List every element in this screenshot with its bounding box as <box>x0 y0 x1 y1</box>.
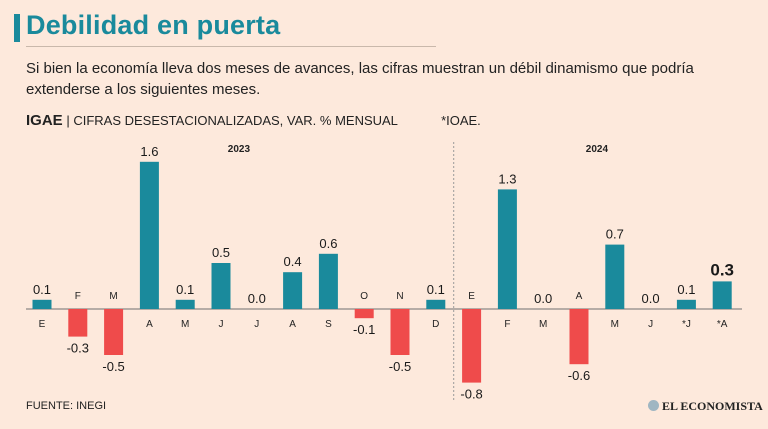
data-label: -0.1 <box>353 322 375 337</box>
x-tick-label: J <box>648 319 653 330</box>
data-label: 0.4 <box>284 254 302 269</box>
bar <box>104 309 124 355</box>
data-label: 0.1 <box>677 282 695 297</box>
data-label: 0.0 <box>534 291 552 306</box>
data-label: -0.3 <box>67 341 89 356</box>
data-label: 0.1 <box>427 282 445 297</box>
x-tick-label: *A <box>717 319 728 330</box>
bar <box>68 309 88 337</box>
bar <box>139 161 159 309</box>
x-tick-label: M <box>539 319 547 330</box>
bar <box>283 272 303 309</box>
x-tick-label: E <box>39 319 46 330</box>
x-tick-label: F <box>75 291 81 302</box>
x-tick-label: J <box>219 319 224 330</box>
page-title: Debilidad en puerta <box>26 10 281 40</box>
brand-logo: EL ECONOMISTA <box>648 399 763 414</box>
series-separator: | <box>66 113 70 128</box>
data-label: 0.6 <box>319 236 337 251</box>
bar <box>390 309 410 355</box>
x-tick-label: S <box>325 319 332 330</box>
data-label: 1.6 <box>140 144 158 159</box>
year-label: 2023 <box>228 144 251 155</box>
bar <box>211 263 231 309</box>
data-label: -0.5 <box>102 359 124 374</box>
x-tick-label: O <box>360 291 368 302</box>
bar <box>497 189 517 309</box>
x-tick-label: A <box>576 291 583 302</box>
series-note: *IOAE. <box>441 113 481 128</box>
data-label: -0.5 <box>389 359 411 374</box>
bar <box>569 309 589 365</box>
bar <box>354 309 374 319</box>
x-tick-label: A <box>289 319 296 330</box>
title-divider <box>26 46 436 47</box>
subtitle: Si bien la economía lleva dos meses de a… <box>26 60 694 98</box>
x-tick-label: F <box>504 319 510 330</box>
series-label: IGAE | CIFRAS DESESTACIONALIZADAS, VAR. … <box>26 112 481 129</box>
x-tick-label: M <box>109 291 117 302</box>
bar <box>712 281 732 309</box>
data-label: 0.1 <box>176 282 194 297</box>
logo-text: EL ECONOMISTA <box>662 399 763 413</box>
year-label: 2024 <box>586 144 609 155</box>
logo-mark-icon <box>648 400 659 411</box>
x-tick-label: M <box>611 319 619 330</box>
data-label: -0.6 <box>568 368 590 383</box>
data-label: 0.0 <box>248 291 266 306</box>
bar <box>426 299 446 309</box>
x-tick-label: N <box>396 291 403 302</box>
x-tick-label: E <box>468 291 475 302</box>
x-tick-label: *J <box>682 319 691 330</box>
data-label: 1.3 <box>498 171 516 186</box>
x-tick-label: A <box>146 319 153 330</box>
x-tick-label: J <box>254 319 259 330</box>
bar <box>318 253 338 309</box>
bar <box>605 244 625 309</box>
series-description: CIFRAS DESESTACIONALIZADAS, VAR. % MENSU… <box>73 113 398 128</box>
data-label: -0.8 <box>460 387 482 402</box>
data-label: 0.0 <box>642 291 660 306</box>
bar <box>462 309 482 383</box>
data-label: 0.5 <box>212 245 230 260</box>
data-label: 0.1 <box>33 282 51 297</box>
bar <box>175 299 195 309</box>
title-accent-bar <box>14 14 20 42</box>
data-label: 0.3 <box>710 260 734 279</box>
data-label: 0.7 <box>606 227 624 242</box>
bar <box>32 299 52 309</box>
source-note: FUENTE: INEGI <box>26 400 107 412</box>
bar <box>676 299 696 309</box>
series-name: IGAE <box>26 112 63 129</box>
x-tick-label: D <box>432 319 439 330</box>
x-tick-label: M <box>181 319 189 330</box>
